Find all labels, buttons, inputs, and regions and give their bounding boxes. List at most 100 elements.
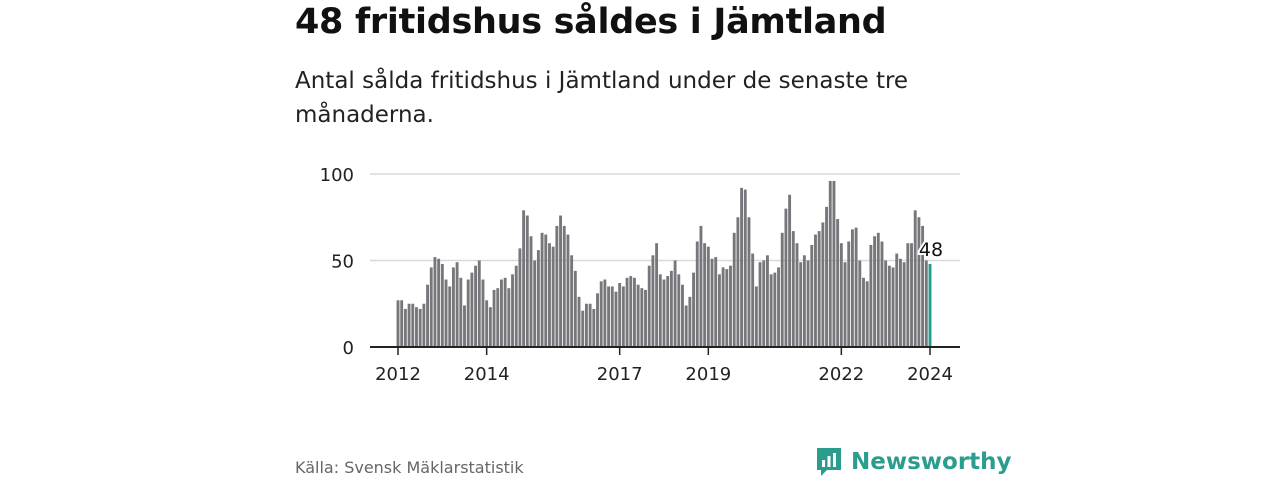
bar xyxy=(400,300,404,347)
bar xyxy=(403,308,407,347)
bar xyxy=(732,232,736,347)
bar xyxy=(407,303,411,347)
bar xyxy=(876,232,880,347)
bar xyxy=(518,248,522,347)
bar xyxy=(677,274,681,347)
bar xyxy=(422,303,426,347)
bar xyxy=(437,258,441,347)
bar xyxy=(618,282,622,347)
bar xyxy=(655,243,659,347)
bar xyxy=(625,277,629,347)
bar xyxy=(500,279,503,347)
bar xyxy=(762,260,766,347)
bar xyxy=(836,218,840,347)
bar xyxy=(780,232,784,347)
bar xyxy=(891,267,895,347)
bar xyxy=(658,274,662,347)
bar xyxy=(699,225,703,347)
bar xyxy=(633,277,636,347)
bar xyxy=(843,262,847,347)
bar xyxy=(433,257,437,347)
bar xyxy=(743,189,747,347)
bar xyxy=(581,310,585,347)
bar xyxy=(913,210,917,347)
bar xyxy=(832,180,836,347)
bar xyxy=(562,225,566,347)
bar xyxy=(717,274,721,347)
bar xyxy=(865,281,869,347)
bar xyxy=(570,255,574,347)
bar xyxy=(902,262,906,347)
bar xyxy=(640,288,644,347)
bar xyxy=(828,180,832,347)
bar xyxy=(850,229,854,347)
bar xyxy=(621,286,625,347)
x-tick-label: 2017 xyxy=(597,364,643,385)
bar xyxy=(492,289,496,347)
bar xyxy=(451,267,455,347)
bar xyxy=(703,243,707,347)
bar xyxy=(536,250,540,347)
bar xyxy=(507,288,511,347)
bar xyxy=(474,265,478,347)
bar xyxy=(577,296,581,347)
bar xyxy=(496,288,500,347)
bar xyxy=(906,243,910,347)
bar xyxy=(669,270,673,347)
bar xyxy=(795,243,799,347)
bar xyxy=(784,208,788,347)
bar xyxy=(854,227,858,347)
bar xyxy=(584,303,588,347)
bar xyxy=(599,281,603,347)
bar xyxy=(910,243,913,347)
newsworthy-logo[interactable]: Newsworthy xyxy=(815,446,1012,478)
chart-title: 48 fritidshus såldes i Jämtland xyxy=(295,2,887,42)
bar xyxy=(714,257,718,347)
bar xyxy=(825,206,828,347)
bar xyxy=(747,217,751,347)
bar xyxy=(636,284,640,347)
x-tick-label: 2014 xyxy=(464,364,510,385)
bar xyxy=(729,265,732,347)
bar xyxy=(862,277,865,347)
bar xyxy=(688,296,692,347)
bar xyxy=(917,217,921,347)
bar xyxy=(880,241,884,347)
logo-text: Newsworthy xyxy=(851,449,1012,475)
bar xyxy=(673,260,677,347)
bar xyxy=(924,260,928,347)
bar xyxy=(477,260,481,347)
bar xyxy=(440,263,444,347)
bar xyxy=(754,286,758,347)
y-tick-label: 0 xyxy=(343,338,354,359)
bar xyxy=(644,289,647,347)
bar xyxy=(603,279,607,347)
bar xyxy=(806,260,810,347)
bar xyxy=(415,307,418,347)
y-tick-label: 50 xyxy=(331,252,354,273)
bar xyxy=(847,241,851,347)
bar xyxy=(470,272,474,347)
bar xyxy=(725,269,729,347)
x-tick-label: 2012 xyxy=(375,364,421,385)
bar xyxy=(559,215,562,347)
bar xyxy=(751,253,755,347)
bar xyxy=(647,265,651,347)
bar xyxy=(629,276,633,347)
bar xyxy=(884,260,888,347)
bar xyxy=(548,243,551,347)
bar xyxy=(614,291,618,347)
bar xyxy=(514,265,518,347)
bar xyxy=(721,267,725,347)
bar xyxy=(706,246,710,347)
bar xyxy=(411,303,415,347)
bar xyxy=(799,262,803,347)
bar xyxy=(566,234,570,347)
bar xyxy=(463,305,466,347)
bar xyxy=(921,225,925,347)
bar xyxy=(766,255,769,347)
bar xyxy=(858,260,862,347)
bar xyxy=(895,253,899,347)
bar xyxy=(887,265,891,347)
bar xyxy=(791,231,795,347)
